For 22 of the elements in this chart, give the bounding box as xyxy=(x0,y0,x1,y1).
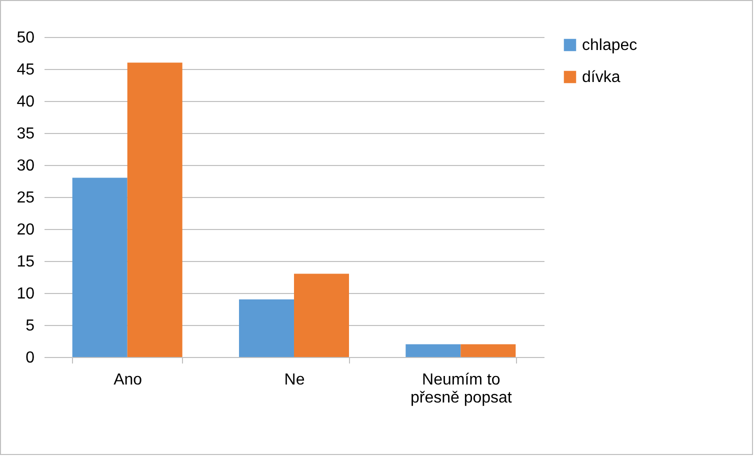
bar xyxy=(239,299,294,357)
x-tick-label: Ano xyxy=(114,372,142,388)
legend-label: chlapec xyxy=(582,37,638,54)
y-tick-label: 0 xyxy=(26,350,35,366)
y-tick-label: 25 xyxy=(16,190,35,206)
bar xyxy=(294,274,349,357)
y-tick-label: 45 xyxy=(16,62,35,78)
legend-label: dívka xyxy=(582,69,620,86)
y-tick-label: 30 xyxy=(16,158,35,174)
y-tick-label: 10 xyxy=(16,286,35,302)
y-tick-label: 15 xyxy=(16,254,35,270)
bar xyxy=(406,344,461,357)
y-tick-label: 35 xyxy=(16,126,35,142)
y-tick-label: 40 xyxy=(16,94,35,110)
bar xyxy=(127,62,182,357)
y-tick-label: 20 xyxy=(16,222,35,238)
y-tick-label: 5 xyxy=(26,318,35,334)
y-tick-label: 50 xyxy=(16,30,35,46)
x-tick-label: Ne xyxy=(284,372,305,388)
bar xyxy=(460,344,516,357)
bar xyxy=(72,178,128,357)
x-tick-label: Neumím to přesně popsat xyxy=(410,372,512,406)
